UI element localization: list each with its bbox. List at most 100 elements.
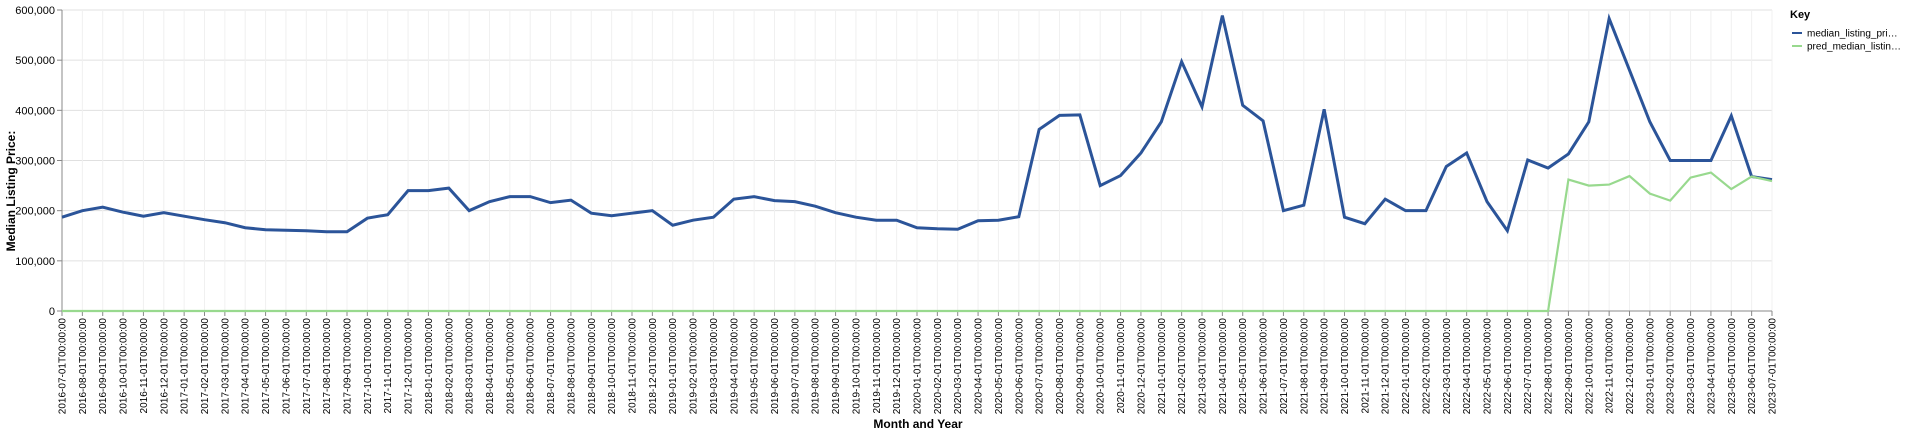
- y-tick-label: 0: [49, 306, 55, 318]
- x-tick-label: 2020-01-01T00:00:00: [913, 318, 924, 415]
- x-tick-label: 2020-08-01T00:00:00: [1055, 318, 1066, 415]
- x-tick-label: 2021-10-01T00:00:00: [1340, 318, 1351, 415]
- x-tick-label: 2022-07-01T00:00:00: [1523, 318, 1534, 415]
- x-tick-label: 2018-05-01T00:00:00: [505, 318, 516, 415]
- x-tick-label: 2021-09-01T00:00:00: [1320, 318, 1331, 415]
- x-tick-label: 2018-01-01T00:00:00: [424, 318, 435, 415]
- x-tick-label: 2016-12-01T00:00:00: [159, 318, 170, 415]
- x-tick-label: 2022-06-01T00:00:00: [1503, 318, 1514, 415]
- x-tick-label: 2019-11-01T00:00:00: [872, 318, 883, 414]
- x-tick-label: 2020-03-01T00:00:00: [953, 318, 964, 415]
- x-tick-label: 2017-04-01T00:00:00: [241, 318, 252, 415]
- x-tick-label: 2018-03-01T00:00:00: [465, 318, 476, 415]
- x-tick-label: 2019-07-01T00:00:00: [790, 318, 801, 415]
- legend: Key median_listing_pri… pred_median_listi…: [1790, 9, 1901, 53]
- x-tick-label: 2016-08-01T00:00:00: [78, 318, 89, 415]
- x-tick-label: 2019-08-01T00:00:00: [811, 318, 822, 415]
- x-tick-label: 2017-01-01T00:00:00: [180, 318, 191, 415]
- x-tick-label: 2023-04-01T00:00:00: [1706, 318, 1717, 415]
- y-axis: 0 100,000 200,000 300,000 400,000 500,000 600,…: [15, 5, 63, 318]
- x-tick-label: 2020-11-01T00:00:00: [1116, 318, 1127, 414]
- x-tick-label: 2021-01-01T00:00:00: [1157, 318, 1168, 415]
- x-tick-label: 2022-09-01T00:00:00: [1564, 318, 1575, 415]
- x-tick-label: 2020-05-01T00:00:00: [994, 318, 1005, 415]
- x-tick-label: 2023-01-01T00:00:00: [1645, 318, 1656, 415]
- x-tick-label: 2019-05-01T00:00:00: [750, 318, 761, 415]
- x-tick-label: 2017-07-01T00:00:00: [302, 318, 313, 415]
- x-tick-label: 2021-04-01T00:00:00: [1218, 318, 1229, 415]
- x-tick-label: 2016-07-01T00:00:00: [58, 318, 69, 415]
- x-tick-label: 2022-11-01T00:00:00: [1605, 318, 1616, 414]
- y-tick-label: 300,000: [15, 156, 55, 168]
- x-tick-label: 2018-02-01T00:00:00: [444, 318, 455, 415]
- x-tick-label: 2017-11-01T00:00:00: [383, 318, 394, 414]
- x-tick-label: 2020-07-01T00:00:00: [1035, 318, 1046, 415]
- x-tick-label: 2022-03-01T00:00:00: [1442, 318, 1453, 415]
- x-tick-label: 2018-06-01T00:00:00: [526, 318, 537, 415]
- x-tick-label: 2017-09-01T00:00:00: [343, 318, 354, 415]
- legend-title: Key: [1790, 9, 1811, 21]
- x-tick-label: 2018-12-01T00:00:00: [648, 318, 659, 415]
- x-tick-label: 2020-06-01T00:00:00: [1014, 318, 1025, 415]
- x-axis: 2016-07-01T00:00:00 2016-08-01T00:00:00 20…: [58, 310, 1779, 415]
- x-tick-label: 2018-07-01T00:00:00: [546, 318, 557, 415]
- x-tick-label: 2021-06-01T00:00:00: [1259, 318, 1270, 415]
- y-tick-label: 100,000: [15, 256, 55, 268]
- y-axis-title: Median Listing Price:: [4, 131, 18, 252]
- x-tick-label: 2021-11-01T00:00:00: [1360, 318, 1371, 414]
- x-tick-label: 2018-10-01T00:00:00: [607, 318, 618, 415]
- x-axis-title: Month and Year: [873, 417, 962, 431]
- x-tick-label: 2023-02-01T00:00:00: [1666, 318, 1677, 415]
- x-tick-label: 2021-08-01T00:00:00: [1299, 318, 1310, 415]
- x-tick-label: 2020-04-01T00:00:00: [974, 318, 985, 415]
- x-tick-label: 2020-02-01T00:00:00: [933, 318, 944, 415]
- x-tick-label: 2017-10-01T00:00:00: [363, 318, 374, 415]
- x-tick-label: 2016-10-01T00:00:00: [119, 318, 130, 415]
- x-tick-label: 2020-12-01T00:00:00: [1136, 318, 1147, 415]
- x-tick-label: 2020-10-01T00:00:00: [1096, 318, 1107, 415]
- x-tick-label: 2016-11-01T00:00:00: [139, 318, 150, 414]
- x-tick-label: 2019-02-01T00:00:00: [689, 318, 700, 415]
- x-tick-label: 2017-05-01T00:00:00: [261, 318, 272, 415]
- y-tick-label: 500,000: [15, 55, 55, 67]
- x-tick-label: 2022-12-01T00:00:00: [1625, 318, 1636, 415]
- x-tick-label: 2017-08-01T00:00:00: [322, 318, 333, 415]
- legend-label: median_listing_pri…: [1807, 29, 1898, 40]
- x-tick-label: 2022-02-01T00:00:00: [1421, 318, 1432, 415]
- x-tick-label: 2022-08-01T00:00:00: [1544, 318, 1555, 415]
- x-tick-label: 2019-10-01T00:00:00: [851, 318, 862, 415]
- x-tick-label: 2021-02-01T00:00:00: [1177, 318, 1188, 415]
- x-tick-label: 2022-01-01T00:00:00: [1401, 318, 1412, 415]
- y-tick-label: 400,000: [15, 105, 55, 117]
- x-tick-label: 2018-11-01T00:00:00: [628, 318, 639, 414]
- x-tick-label: 2018-08-01T00:00:00: [566, 318, 577, 415]
- x-tick-label: 2019-12-01T00:00:00: [892, 318, 903, 415]
- y-tick-label: 200,000: [15, 206, 55, 218]
- series-lines: [61, 13, 1773, 313]
- x-tick-label: 2021-07-01T00:00:00: [1279, 318, 1290, 415]
- x-tick-label: 2021-05-01T00:00:00: [1238, 318, 1249, 415]
- x-tick-label: 2021-03-01T00:00:00: [1198, 318, 1209, 415]
- x-tick-label: 2016-09-01T00:00:00: [98, 318, 109, 415]
- series-line-1: [61, 13, 1773, 235]
- series-line-2: [62, 171, 1773, 313]
- x-tick-label: 2017-02-01T00:00:00: [200, 318, 211, 415]
- x-tick-label: 2021-12-01T00:00:00: [1381, 318, 1392, 415]
- x-tick-label: 2018-09-01T00:00:00: [587, 318, 598, 415]
- y-gridlines: [61, 9, 1773, 312]
- x-tick-label: 2019-09-01T00:00:00: [831, 318, 842, 415]
- x-tick-label: 2023-06-01T00:00:00: [1747, 318, 1758, 415]
- x-tick-label: 2022-04-01T00:00:00: [1462, 318, 1473, 415]
- x-tick-label: 2017-06-01T00:00:00: [281, 318, 292, 415]
- x-tick-label: 2019-06-01T00:00:00: [770, 318, 781, 415]
- x-tick-label: 2019-03-01T00:00:00: [709, 318, 720, 415]
- x-tick-label: 2023-05-01T00:00:00: [1727, 318, 1738, 415]
- x-tick-label: 2022-10-01T00:00:00: [1584, 318, 1595, 415]
- x-tick-label: 2017-03-01T00:00:00: [220, 318, 231, 415]
- legend-label: pred_median_listin…: [1807, 42, 1901, 53]
- x-tick-label: 2019-04-01T00:00:00: [729, 318, 740, 415]
- x-tick-label: 2018-04-01T00:00:00: [485, 318, 496, 415]
- x-tick-label: 2023-07-01T00:00:00: [1768, 318, 1779, 415]
- x-tick-label: 2023-03-01T00:00:00: [1686, 318, 1697, 415]
